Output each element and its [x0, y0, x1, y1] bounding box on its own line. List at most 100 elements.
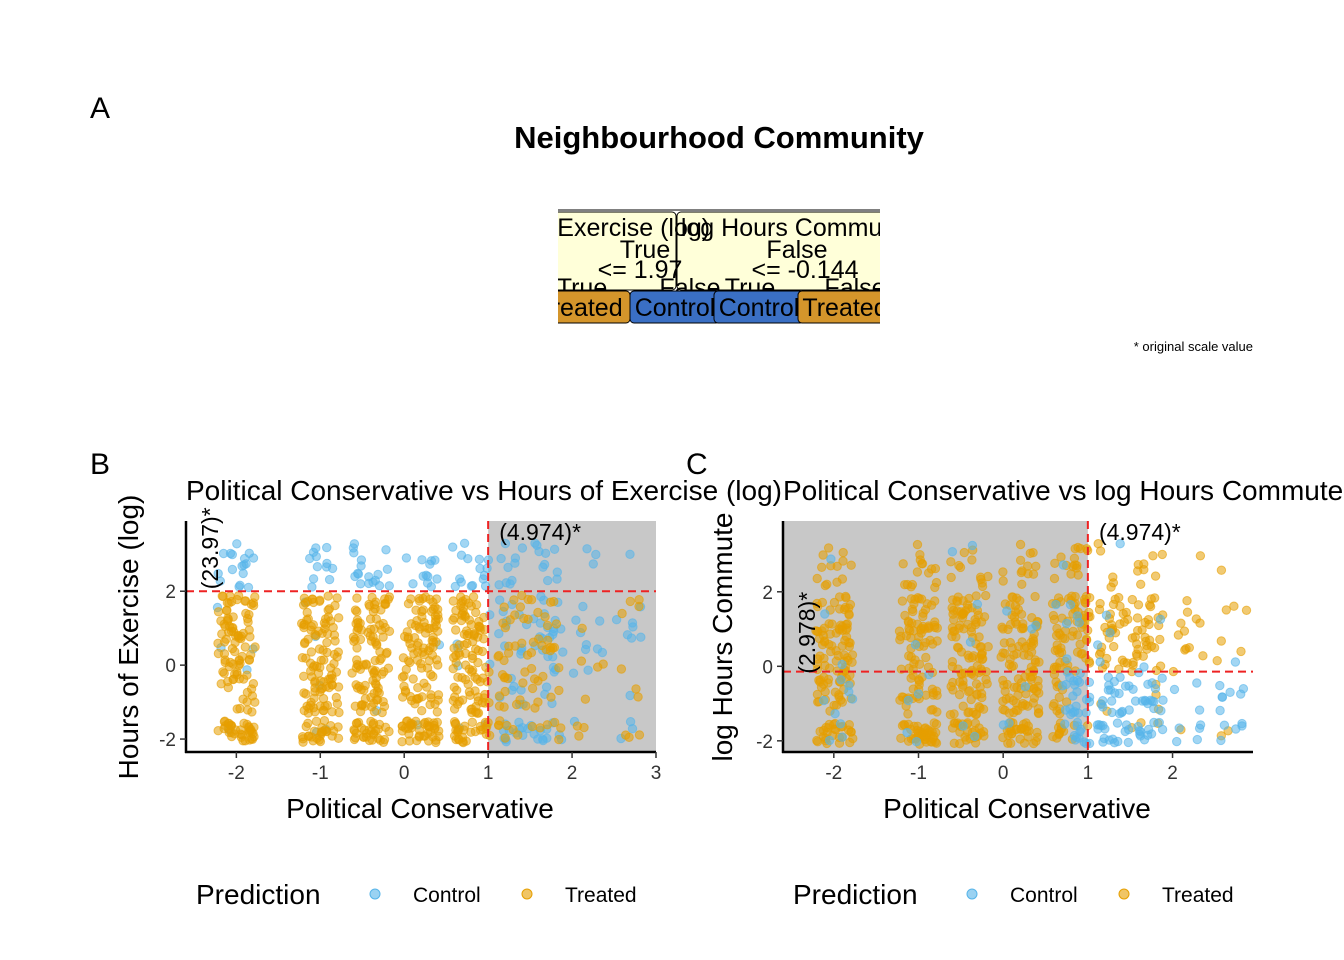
point-treated: [322, 637, 332, 648]
points: [212, 538, 646, 748]
point-treated: [949, 626, 960, 636]
point-treated: [451, 625, 461, 635]
plot-b-ylabel: Hours of Exercise (log): [113, 495, 144, 780]
point-treated: [299, 671, 309, 681]
point-treated: [917, 559, 928, 569]
point-control: [307, 582, 317, 592]
point-treated: [1013, 690, 1023, 700]
point-treated: [454, 640, 465, 650]
y-tick-label: 2: [165, 582, 176, 603]
point-treated: [946, 572, 956, 583]
point-treated: [330, 636, 340, 646]
point-treated: [1028, 569, 1039, 579]
point-treated: [813, 654, 823, 664]
point-treated: [625, 596, 635, 607]
point-control: [418, 571, 428, 581]
point-control: [353, 569, 364, 579]
point-treated: [222, 616, 233, 626]
point-treated: [240, 596, 250, 606]
point-treated: [1030, 591, 1040, 602]
x-tick-label: -1: [312, 763, 329, 784]
point-treated: [1018, 623, 1028, 634]
point-control: [625, 717, 636, 727]
point-control: [967, 540, 978, 551]
point-control: [530, 538, 540, 548]
point-treated: [250, 642, 260, 652]
point-treated: [1132, 613, 1143, 623]
point-treated: [526, 663, 537, 674]
point-control: [500, 538, 511, 549]
point-control: [450, 581, 460, 592]
tree-node-left: [558, 211, 677, 291]
point-treated: [1181, 644, 1191, 654]
panel-label-c: C: [686, 448, 708, 481]
point-treated: [479, 634, 489, 644]
point-control: [425, 559, 435, 569]
point-treated: [315, 676, 326, 686]
point-control: [466, 581, 477, 591]
point-treated: [1127, 594, 1138, 605]
point-control: [1076, 724, 1086, 734]
point-treated: [1019, 650, 1029, 660]
point-treated: [1052, 706, 1062, 716]
point-treated: [1073, 542, 1083, 553]
point-treated: [1148, 551, 1158, 561]
point-treated: [370, 666, 381, 676]
point-treated: [904, 618, 914, 628]
point-treated: [450, 719, 460, 729]
point-control: [536, 591, 546, 602]
point-treated: [319, 716, 330, 726]
point-control: [1155, 614, 1166, 624]
x-tick-label: 3: [651, 763, 662, 784]
point-control: [474, 554, 485, 564]
point-control: [1051, 599, 1061, 610]
point-treated: [300, 598, 311, 608]
point-control: [308, 547, 319, 557]
point-control: [636, 632, 646, 642]
point-control: [911, 737, 922, 747]
point-treated: [822, 579, 832, 589]
point-treated: [812, 735, 822, 746]
point-treated: [434, 731, 444, 742]
split-y-label: (2.978)*: [794, 592, 820, 674]
point-control: [847, 694, 858, 704]
point-treated: [538, 671, 548, 682]
point-treated: [998, 704, 1008, 715]
point-treated: [527, 721, 537, 732]
point-treated: [213, 638, 223, 648]
point-control: [324, 574, 335, 585]
point-control: [1150, 683, 1161, 694]
point-treated: [219, 723, 229, 734]
point-treated: [1009, 650, 1019, 660]
tree-right-feature: log Hours Commute: [681, 214, 903, 242]
point-treated: [250, 697, 260, 707]
legend-b-title: Prediction: [196, 879, 321, 910]
point-control: [1004, 718, 1014, 728]
point-control: [578, 601, 588, 612]
plot-c-xlabel: Political Conservative: [883, 793, 1151, 824]
point-treated: [617, 608, 627, 619]
point-treated: [998, 576, 1008, 586]
point-treated: [964, 707, 974, 717]
point-treated: [412, 616, 422, 626]
point-treated: [1013, 604, 1023, 615]
point-treated: [351, 680, 361, 690]
point-control: [1027, 624, 1037, 634]
point-control: [1061, 618, 1072, 629]
point-treated: [498, 618, 508, 628]
point-treated: [307, 672, 317, 682]
point-treated: [315, 736, 326, 747]
point-control: [1065, 600, 1076, 610]
point-treated: [509, 595, 519, 605]
point-treated: [847, 650, 858, 660]
point-treated: [956, 610, 967, 620]
point-control: [1195, 720, 1206, 730]
point-treated: [223, 682, 234, 693]
point-control: [1108, 734, 1118, 744]
point-control: [312, 562, 323, 572]
point-control: [459, 538, 470, 548]
point-control: [1124, 705, 1134, 715]
point-treated: [958, 701, 968, 711]
point-treated: [1049, 573, 1060, 584]
